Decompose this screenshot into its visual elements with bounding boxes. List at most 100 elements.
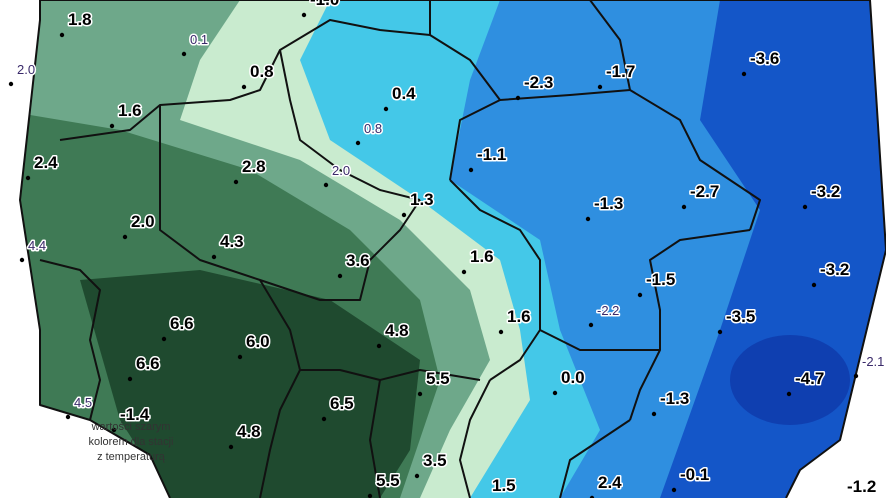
station-label: -3.6	[750, 49, 779, 68]
station-marker	[109, 123, 115, 129]
station-marker	[323, 182, 329, 188]
station-label: -3.2	[820, 260, 849, 279]
station-marker	[515, 95, 521, 101]
station-marker	[228, 444, 234, 450]
station-marker	[19, 257, 25, 263]
station-label: 2.8	[242, 157, 266, 176]
station-label: -2.3	[524, 73, 553, 92]
station-label: 1.6	[470, 247, 494, 266]
station-marker	[589, 495, 595, 498]
station-marker	[637, 292, 643, 298]
station-label: 6.6	[136, 354, 160, 373]
station-marker	[111, 427, 117, 433]
gray-label-note: wartości szarym kolorem dla stacji z tem…	[56, 420, 206, 465]
region-border	[499, 89, 631, 101]
station-marker	[853, 373, 859, 379]
station-label: -1.3	[660, 389, 689, 408]
station-marker	[337, 273, 343, 279]
country-border	[19, 0, 886, 498]
region-border	[459, 379, 491, 498]
region-border	[559, 419, 631, 498]
station-label: 1.6	[118, 101, 142, 120]
station-label: 2.0	[332, 163, 350, 178]
station-marker	[802, 204, 808, 210]
station-marker	[671, 487, 677, 493]
borders	[19, 0, 886, 498]
station-marker	[597, 84, 603, 90]
region-border	[589, 0, 761, 231]
station-marker	[717, 329, 723, 335]
station-label: -1.7	[606, 62, 635, 81]
station-marker	[461, 269, 467, 275]
station-label: -1.4	[120, 405, 150, 424]
station-marker	[25, 175, 31, 181]
zone-cold-core	[730, 335, 850, 425]
station-marker	[681, 204, 687, 210]
station-marker	[401, 212, 407, 218]
station-marker	[498, 329, 504, 335]
station-marker	[211, 254, 217, 260]
station-marker	[355, 140, 361, 146]
region-border	[39, 259, 101, 421]
station-marker	[811, 282, 817, 288]
note-line: kolorem dla stacji	[88, 436, 174, 448]
station-label: 4.8	[385, 321, 409, 340]
station-label: 1.8	[68, 10, 92, 29]
station-label: 1.5	[492, 476, 516, 495]
station-marker	[651, 411, 657, 417]
station-label: 2.4	[34, 153, 58, 172]
station-label: -1.1	[477, 145, 506, 164]
station-marker	[181, 51, 187, 57]
station-label: 2.0	[17, 62, 35, 77]
station-marker	[376, 343, 382, 349]
station-marker	[65, 414, 71, 420]
region-border	[159, 105, 421, 301]
station-label: 0.1	[190, 32, 208, 47]
station-marker	[237, 354, 243, 360]
station-label: 0.8	[364, 121, 382, 136]
station-label: 6.0	[246, 332, 270, 351]
station-marker	[161, 336, 167, 342]
station-label: -1.2	[847, 477, 876, 496]
station-marker	[417, 391, 423, 397]
station-label: 3.5	[423, 451, 447, 470]
station-label: 2.0	[131, 212, 155, 231]
station-label: -2.1	[862, 354, 884, 369]
note-line: z temperaturą	[97, 451, 165, 463]
station-label: -1.0	[310, 0, 339, 9]
region-border	[539, 329, 660, 351]
region-border	[369, 379, 381, 498]
station-label: 2.4	[598, 473, 622, 492]
region-border	[259, 279, 301, 498]
station-marker	[127, 376, 133, 382]
station-marker	[122, 234, 128, 240]
region-border	[449, 179, 541, 381]
station-marker	[552, 390, 558, 396]
station-label: 4.8	[237, 422, 261, 441]
station-label: -0.1	[680, 465, 709, 484]
station-label: -1.5	[646, 270, 675, 289]
station-label: 0.0	[561, 368, 585, 387]
station-marker	[741, 71, 747, 77]
station-label: 0.8	[250, 62, 274, 81]
station-label: 1.6	[507, 307, 531, 326]
station-label: 5.5	[376, 471, 400, 490]
station-label: 1.3	[410, 190, 434, 209]
station-marker	[233, 179, 239, 185]
station-marker	[367, 493, 373, 498]
station-label: 4.4	[28, 238, 46, 253]
region-border	[629, 229, 751, 421]
station-marker	[786, 391, 792, 397]
station-label: 0.4	[392, 84, 416, 103]
station-label: 4.3	[220, 232, 244, 251]
station-label: 3.6	[346, 251, 370, 270]
station-marker	[585, 216, 591, 222]
station-marker	[241, 84, 247, 90]
region-border	[59, 0, 431, 141]
station-label: 6.5	[330, 394, 354, 413]
station-label: 4.5	[74, 395, 92, 410]
station-labels: 1.8 0.1 2.0 0.8 1.6 0.4 0.8 2.4 2.8 2.0 -1.0 -2.3 -1…	[8, 0, 886, 498]
station-marker	[468, 167, 474, 173]
station-label: 6.6	[170, 314, 194, 333]
